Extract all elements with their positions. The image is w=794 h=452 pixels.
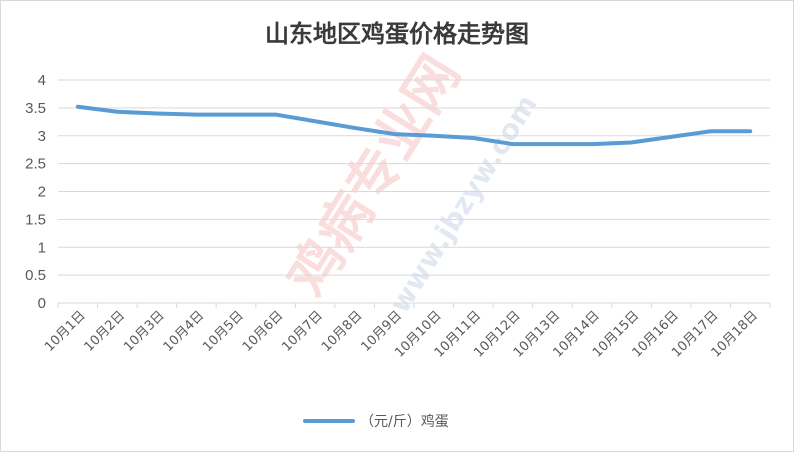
x-tick-label: 10月7日 (279, 308, 326, 355)
y-axis: 0 0.5 1 1.5 2 2.5 3 3.5 4 (25, 72, 46, 312)
watermark: 鸡病专业网 www.jbzyw.com (276, 45, 544, 319)
data-point (392, 132, 396, 136)
x-tick-label: 10月4日 (161, 308, 208, 355)
data-point (471, 136, 475, 140)
y-tick-label: 0 (38, 295, 46, 312)
y-tick-label: 4 (38, 72, 46, 89)
x-tick-label: 10月3日 (121, 308, 168, 355)
y-tick-label: 3.5 (25, 100, 46, 117)
data-point (313, 119, 317, 123)
series-line (75, 104, 753, 147)
x-tick-label: 10月8日 (319, 308, 366, 355)
legend: （元/斤）鸡蛋 (303, 413, 449, 430)
data-point (511, 142, 515, 146)
y-tick-label: 3 (38, 128, 46, 145)
series-layer (75, 104, 753, 147)
x-tick-label: 10月2日 (82, 308, 129, 355)
y-tick-label: 1.5 (25, 211, 46, 228)
legend-label: （元/斤）鸡蛋 (360, 413, 449, 430)
data-point (748, 129, 752, 133)
y-tick-label: 1 (38, 239, 46, 256)
x-tick-label: 10月1日 (42, 308, 89, 355)
data-point (709, 129, 713, 133)
data-point (432, 134, 436, 138)
data-point (115, 110, 119, 114)
data-point (194, 113, 198, 117)
data-point (630, 140, 634, 144)
y-tick-label: 0.5 (25, 267, 46, 284)
chart-title: 山东地区鸡蛋价格走势图 (265, 20, 529, 48)
data-point (155, 111, 159, 115)
data-point (550, 142, 554, 146)
data-point (590, 142, 594, 146)
y-tick-label: 2 (38, 184, 46, 201)
x-tick-label: 10月6日 (240, 308, 287, 355)
data-point (76, 105, 80, 109)
data-point (274, 113, 278, 117)
data-point (353, 126, 357, 130)
y-tick-label: 2.5 (25, 156, 46, 173)
data-point (669, 135, 673, 139)
x-tick-label: 10月5日 (200, 308, 247, 355)
data-point (234, 113, 238, 117)
